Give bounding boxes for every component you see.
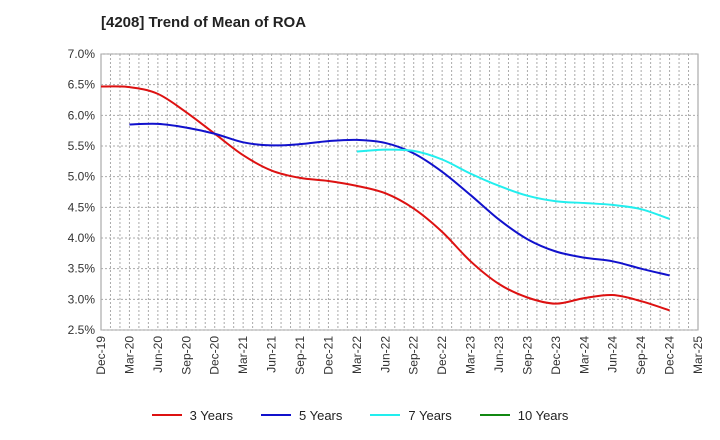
x-tick-label: Jun-22: [378, 336, 392, 373]
y-axis-ticks: 2.5% 3.0% 3.5% 4.0% 4.5% 5.0% 5.5% 6.0% 6.5% 7.0%: [68, 47, 96, 337]
legend-item-7-years: 7 Years: [370, 404, 452, 426]
x-tick-label: Jun-24: [606, 336, 620, 373]
x-tick-label: Jun-20: [151, 336, 165, 373]
x-tick-label: Sep-23: [520, 336, 534, 375]
y-tick-label: 5.5%: [68, 139, 96, 153]
x-tick-label: Sep-22: [407, 336, 421, 375]
x-tick-label: Dec-19: [94, 336, 108, 375]
y-tick-label: 7.0%: [68, 47, 96, 61]
legend-swatch: [261, 414, 291, 416]
y-tick-label: 6.0%: [68, 108, 96, 122]
legend-item-3-years: 3 Years: [151, 404, 233, 426]
plot-area: [100, 53, 699, 331]
legend-item-10-years: 10 Years: [479, 404, 569, 426]
y-tick-label: 4.0%: [68, 231, 96, 245]
x-tick-label: Mar-22: [350, 336, 364, 374]
legend-swatch: [151, 414, 182, 416]
x-axis-ticks: Dec-19 Mar-20 Jun-20 Sep-20 Dec-20 Mar-21 Jun-…: [94, 336, 705, 375]
x-tick-label: Dec-21: [321, 336, 335, 375]
x-tick-label: Sep-24: [634, 336, 648, 375]
y-tick-label: 5.0%: [68, 170, 96, 184]
x-tick-label: Dec-23: [549, 336, 563, 375]
x-tick-label: Dec-24: [663, 336, 677, 375]
x-tick-label: Mar-25: [691, 336, 705, 374]
x-tick-label: Sep-20: [179, 336, 193, 375]
x-tick-label: Mar-21: [236, 336, 250, 374]
y-tick-label: 2.5%: [68, 323, 96, 337]
x-tick-label: Jun-21: [265, 336, 279, 373]
x-tick-label: Sep-21: [293, 336, 307, 375]
y-tick-label: 6.5%: [68, 78, 96, 92]
series-lines: [100, 85, 670, 312]
y-tick-label: 3.5%: [68, 262, 96, 276]
legend-swatch: [370, 414, 401, 416]
chart-title: [4208] Trend of Mean of ROA: [101, 14, 307, 31]
series-line-7-years: [356, 148, 670, 220]
legend-label: 7 Years: [408, 407, 452, 423]
legend-swatch: [479, 414, 510, 416]
x-tick-label: Jun-23: [492, 336, 506, 373]
y-tick-label: 4.5%: [68, 200, 96, 214]
y-tick-label: 3.0%: [68, 292, 96, 306]
x-tick-label: Mar-23: [464, 336, 478, 374]
legend-label: 10 Years: [517, 407, 569, 423]
x-tick-label: Dec-22: [435, 336, 449, 375]
x-tick-label: Mar-20: [122, 336, 136, 374]
series-line-5-years: [129, 122, 670, 277]
series-line-3-years: [100, 85, 670, 312]
legend-label: 3 Years: [189, 407, 233, 423]
legend: 3 Years 5 Years 7 Years 10 Years: [0, 404, 720, 426]
x-tick-label: Mar-24: [577, 336, 591, 374]
x-tick-label: Dec-20: [208, 336, 222, 375]
legend-item-5-years: 5 Years: [261, 404, 342, 426]
legend-label: 5 Years: [299, 407, 343, 423]
